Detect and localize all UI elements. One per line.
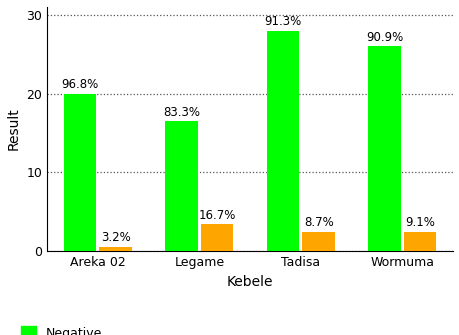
Bar xyxy=(64,94,96,251)
Bar xyxy=(165,121,197,251)
Text: 16.7%: 16.7% xyxy=(198,209,235,222)
Text: 96.8%: 96.8% xyxy=(62,78,99,91)
Bar xyxy=(99,247,132,251)
Bar xyxy=(266,30,299,251)
Text: 8.7%: 8.7% xyxy=(303,216,333,229)
Text: 83.3%: 83.3% xyxy=(163,106,200,119)
Text: 91.3%: 91.3% xyxy=(264,15,301,28)
Bar xyxy=(403,231,436,251)
Y-axis label: Result: Result xyxy=(7,108,21,150)
Bar xyxy=(368,46,400,251)
X-axis label: Kebele: Kebele xyxy=(226,275,273,289)
Text: 9.1%: 9.1% xyxy=(404,216,434,229)
Legend: Negative, Positive: Negative, Positive xyxy=(21,326,102,335)
Bar xyxy=(201,224,233,251)
Text: 90.9%: 90.9% xyxy=(365,31,403,44)
Bar xyxy=(302,231,334,251)
Text: 3.2%: 3.2% xyxy=(101,231,130,244)
